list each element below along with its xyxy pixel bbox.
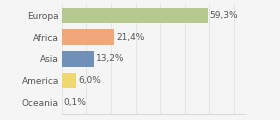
Bar: [62, 29, 114, 45]
Text: 21,4%: 21,4%: [116, 33, 145, 42]
Text: 0,1%: 0,1%: [64, 98, 87, 107]
Text: 6,0%: 6,0%: [78, 76, 101, 85]
Text: 59,3%: 59,3%: [210, 11, 238, 20]
Bar: [62, 8, 208, 23]
Bar: [62, 73, 76, 88]
Bar: [62, 51, 94, 67]
Text: 13,2%: 13,2%: [96, 54, 125, 63]
